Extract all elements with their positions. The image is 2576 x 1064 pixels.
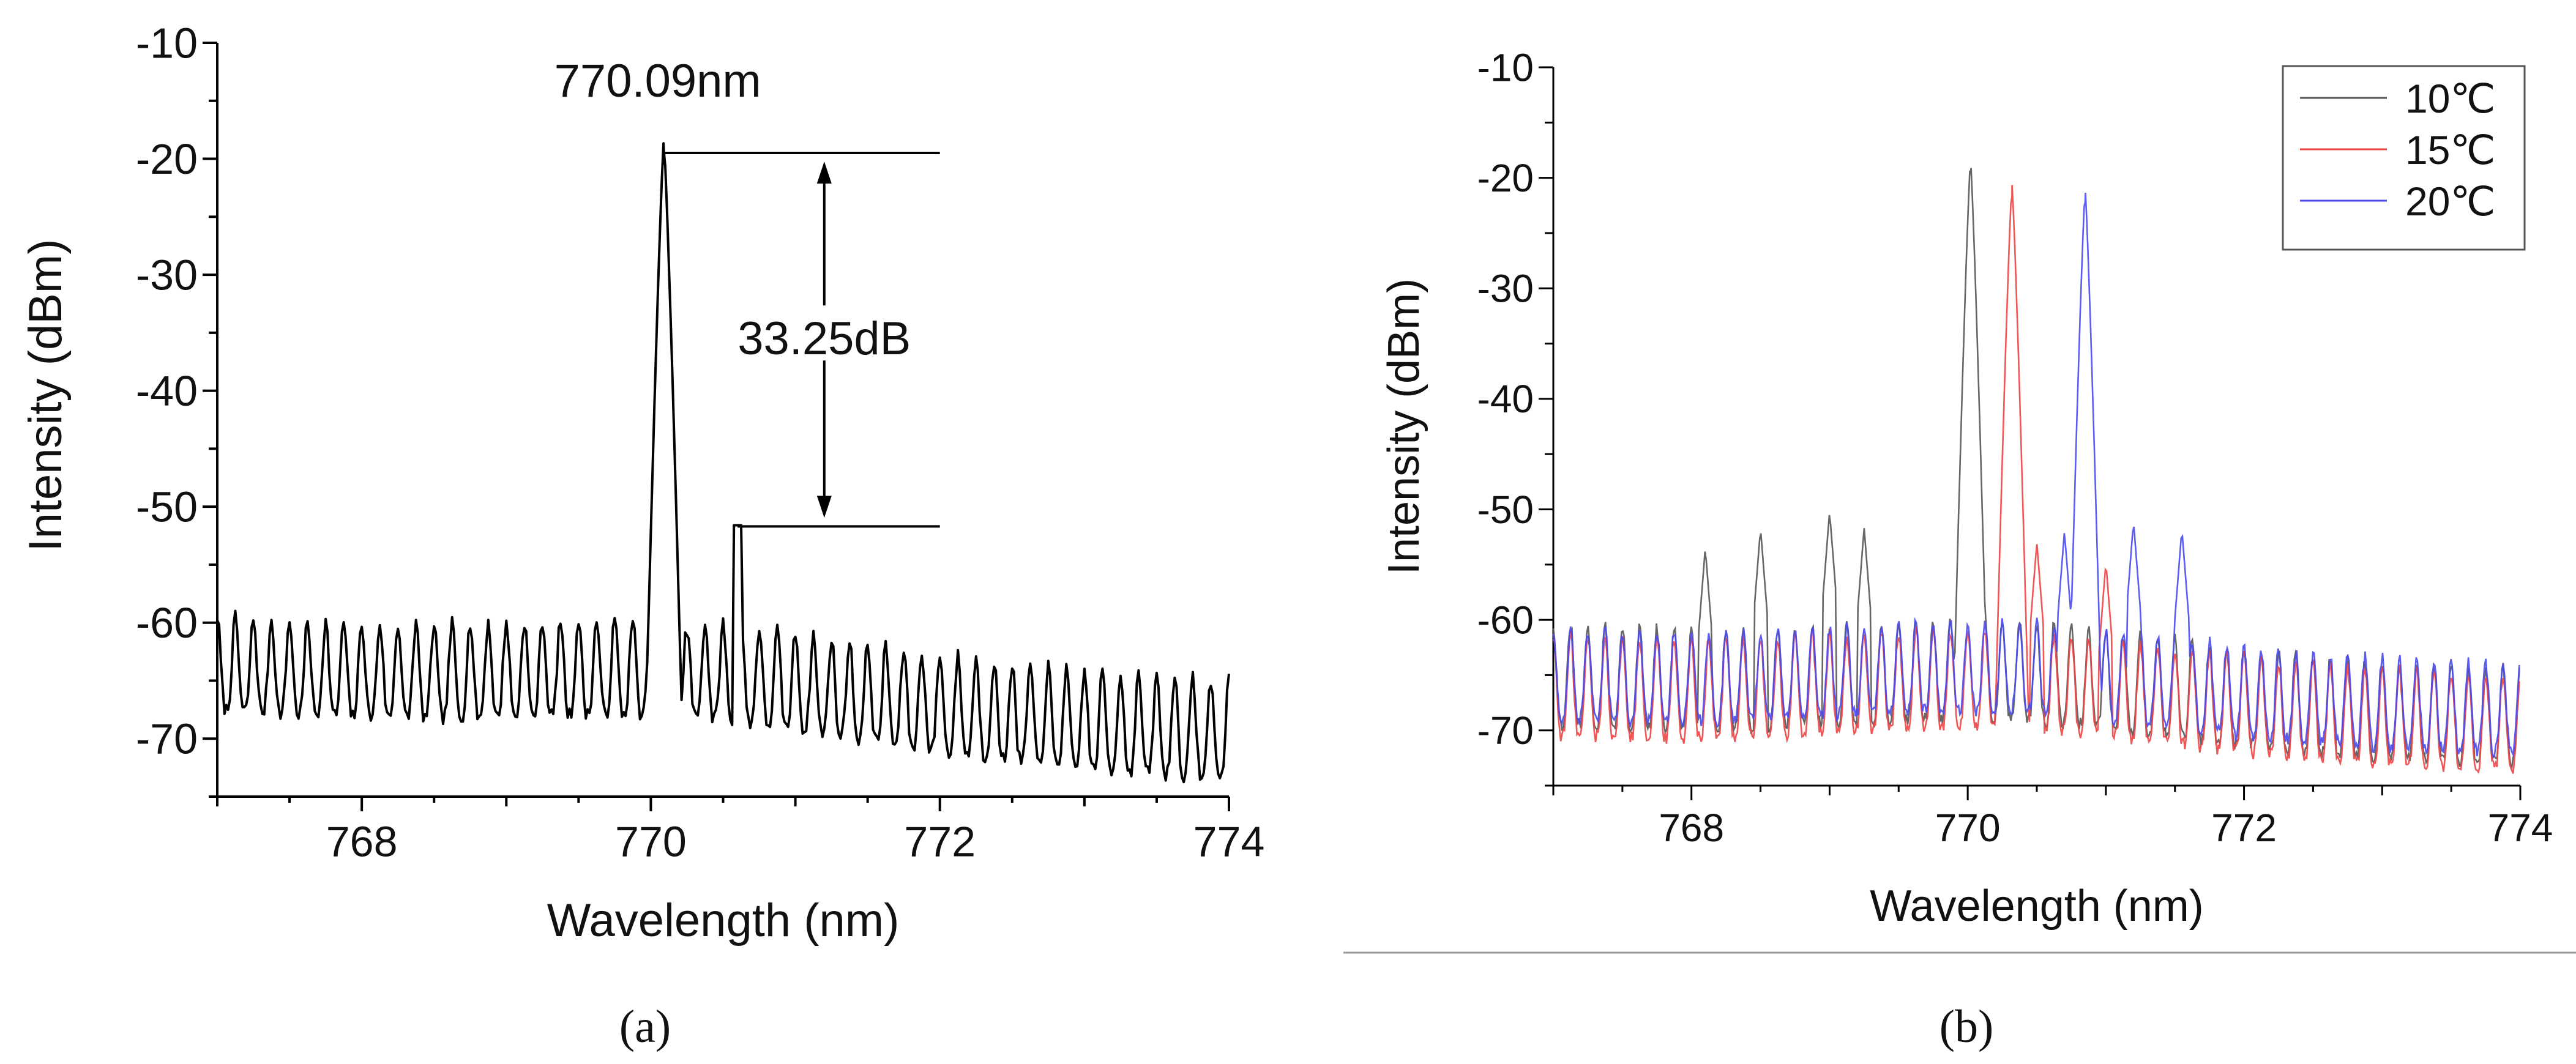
smsr-annotation xyxy=(663,152,940,528)
x-tick-label: 774 xyxy=(1193,818,1265,866)
series-line-15c xyxy=(1552,185,2520,774)
y-tick-label: -70 xyxy=(1477,709,1534,753)
series-lines xyxy=(1552,168,2520,774)
panel-caption: (b) xyxy=(1939,1001,1994,1052)
y-axis-label: Intensity (dBm) xyxy=(1379,278,1428,575)
x-tick-label: 770 xyxy=(1935,806,2001,850)
smsr-label-background xyxy=(732,305,916,361)
x-axis-label: Wavelength (nm) xyxy=(547,895,900,947)
y-axis-label: Intensity (dBm) xyxy=(20,239,72,551)
legend-label: 15℃ xyxy=(2405,127,2496,173)
y-tick-label: -30 xyxy=(1477,267,1534,311)
x-tick-label: 772 xyxy=(2211,806,2277,850)
arrow-up-icon xyxy=(816,162,832,184)
legend-label: 10℃ xyxy=(2405,76,2496,121)
y-tick-label: -10 xyxy=(1477,45,1534,89)
chart-panel-a: -10 -20 -30 -40 -50 -60 -70 768 770 772 774 770.0… xyxy=(20,20,1264,1053)
peak-wavelength-label: 770.09nm xyxy=(554,55,761,107)
y-tick-label: -20 xyxy=(136,135,198,183)
legend-box xyxy=(2282,65,2526,251)
y-axis-ticks: -10 -20 -30 -40 -50 -60 -70 xyxy=(1477,45,1553,787)
x-tick-label: 768 xyxy=(1659,806,1724,850)
smsr-label: 33.25dB xyxy=(737,313,911,365)
x-axis-label: Wavelength (nm) xyxy=(1870,882,2204,931)
y-tick-label: -30 xyxy=(136,251,198,299)
chart-panel-b: -10 -20 -30 -40 -50 -60 -70 768 770 772 774 10℃ 15… xyxy=(1343,45,2576,1052)
series-line-20c xyxy=(1552,193,2520,759)
panel-caption: (a) xyxy=(619,1001,671,1052)
x-axis-ticks: 768 770 772 774 xyxy=(216,797,1265,866)
y-tick-label: -70 xyxy=(136,715,198,763)
y-tick-label: -60 xyxy=(1477,598,1534,642)
legend: 10℃ 15℃ 20℃ xyxy=(2282,65,2526,251)
x-axis-ticks: 768 770 772 774 xyxy=(1552,786,2553,850)
x-tick-label: 774 xyxy=(2488,806,2553,850)
x-tick-label: 770 xyxy=(615,818,687,866)
y-axis-ticks: -10 -20 -30 -40 -50 -60 -70 xyxy=(136,20,217,798)
arrow-down-icon xyxy=(816,496,832,518)
y-tick-label: -50 xyxy=(136,483,198,531)
y-tick-label: -40 xyxy=(136,367,198,415)
y-tick-label: -60 xyxy=(136,599,198,647)
legend-label: 20℃ xyxy=(2405,179,2496,224)
x-tick-label: 772 xyxy=(904,818,976,866)
y-tick-label: -10 xyxy=(136,20,198,67)
y-tick-label: -50 xyxy=(1477,488,1534,532)
x-tick-label: 768 xyxy=(326,818,398,866)
spectrum-line xyxy=(216,142,1230,784)
y-tick-label: -20 xyxy=(1477,156,1534,200)
y-tick-label: -40 xyxy=(1477,377,1534,421)
